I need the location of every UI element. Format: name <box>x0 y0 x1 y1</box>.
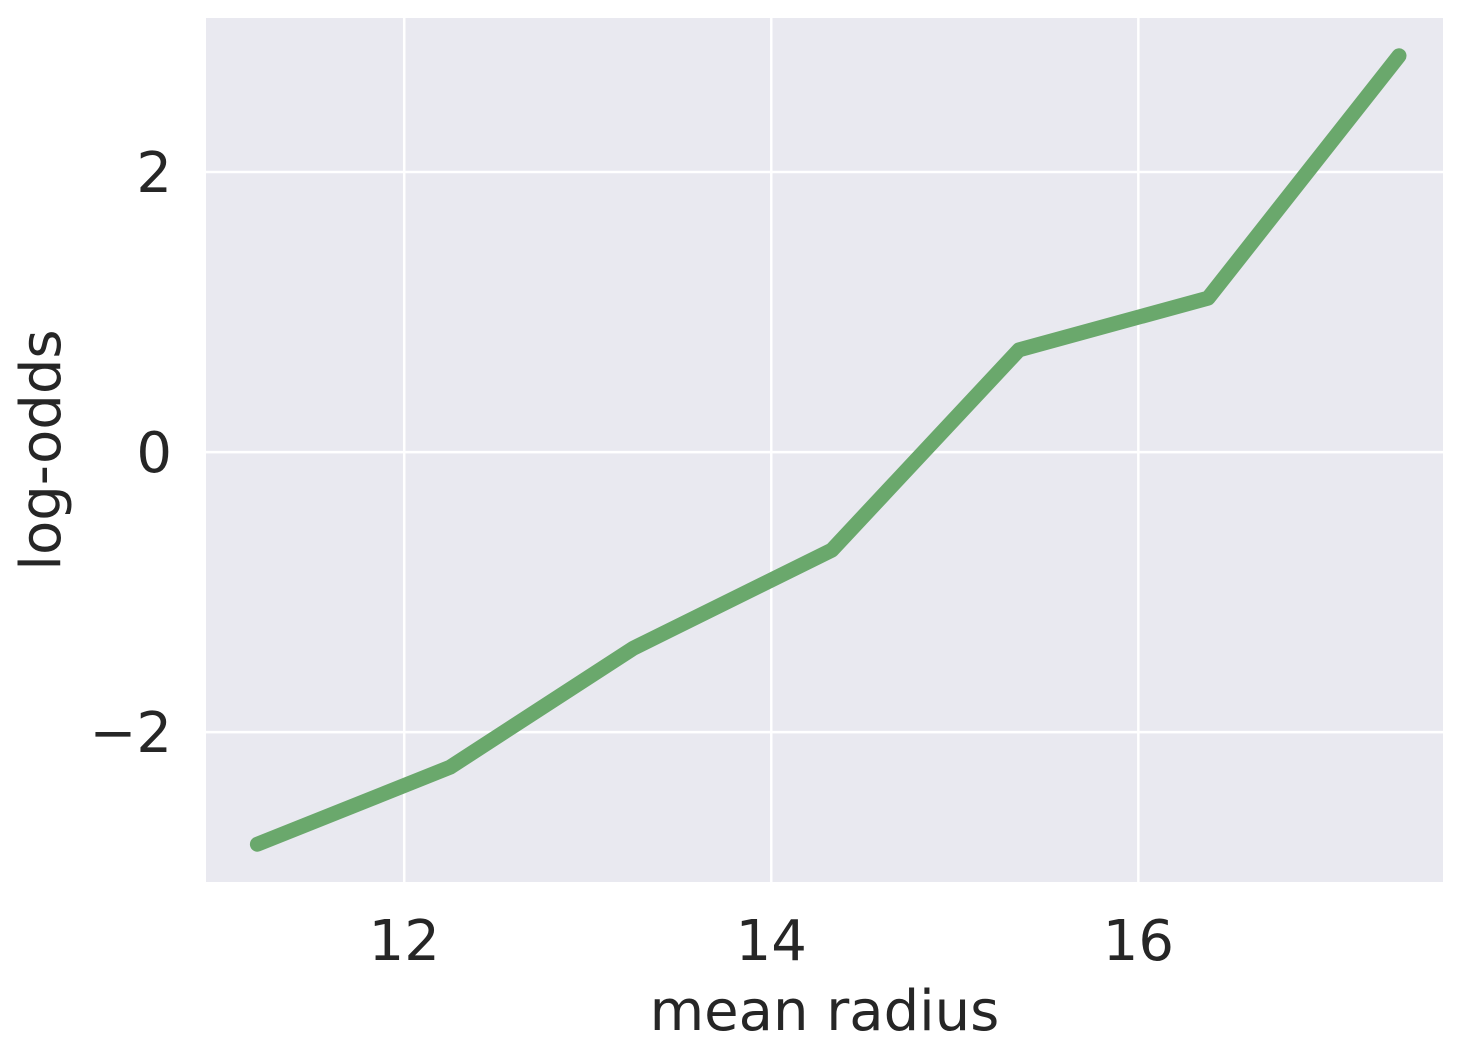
y-tick-labels: −2 0 2 <box>89 141 172 766</box>
x-tick-label: 16 <box>1103 909 1174 974</box>
series-line <box>249 48 1407 852</box>
y-tick-label: 0 <box>136 421 172 486</box>
y-tick-label: 2 <box>136 141 172 206</box>
x-gridlines <box>402 18 1140 882</box>
x-tick-label: 12 <box>369 909 440 974</box>
x-axis-label: mean radius <box>650 979 1000 1044</box>
y-tick-label: −2 <box>89 701 172 766</box>
series-layer <box>249 48 1407 852</box>
plot-area <box>206 18 1443 882</box>
x-tick-labels: 12 14 16 <box>369 909 1174 974</box>
y-gridlines <box>206 170 1443 734</box>
y-axis-label: log-odds <box>9 329 74 570</box>
x-tick-label: 14 <box>736 909 807 974</box>
